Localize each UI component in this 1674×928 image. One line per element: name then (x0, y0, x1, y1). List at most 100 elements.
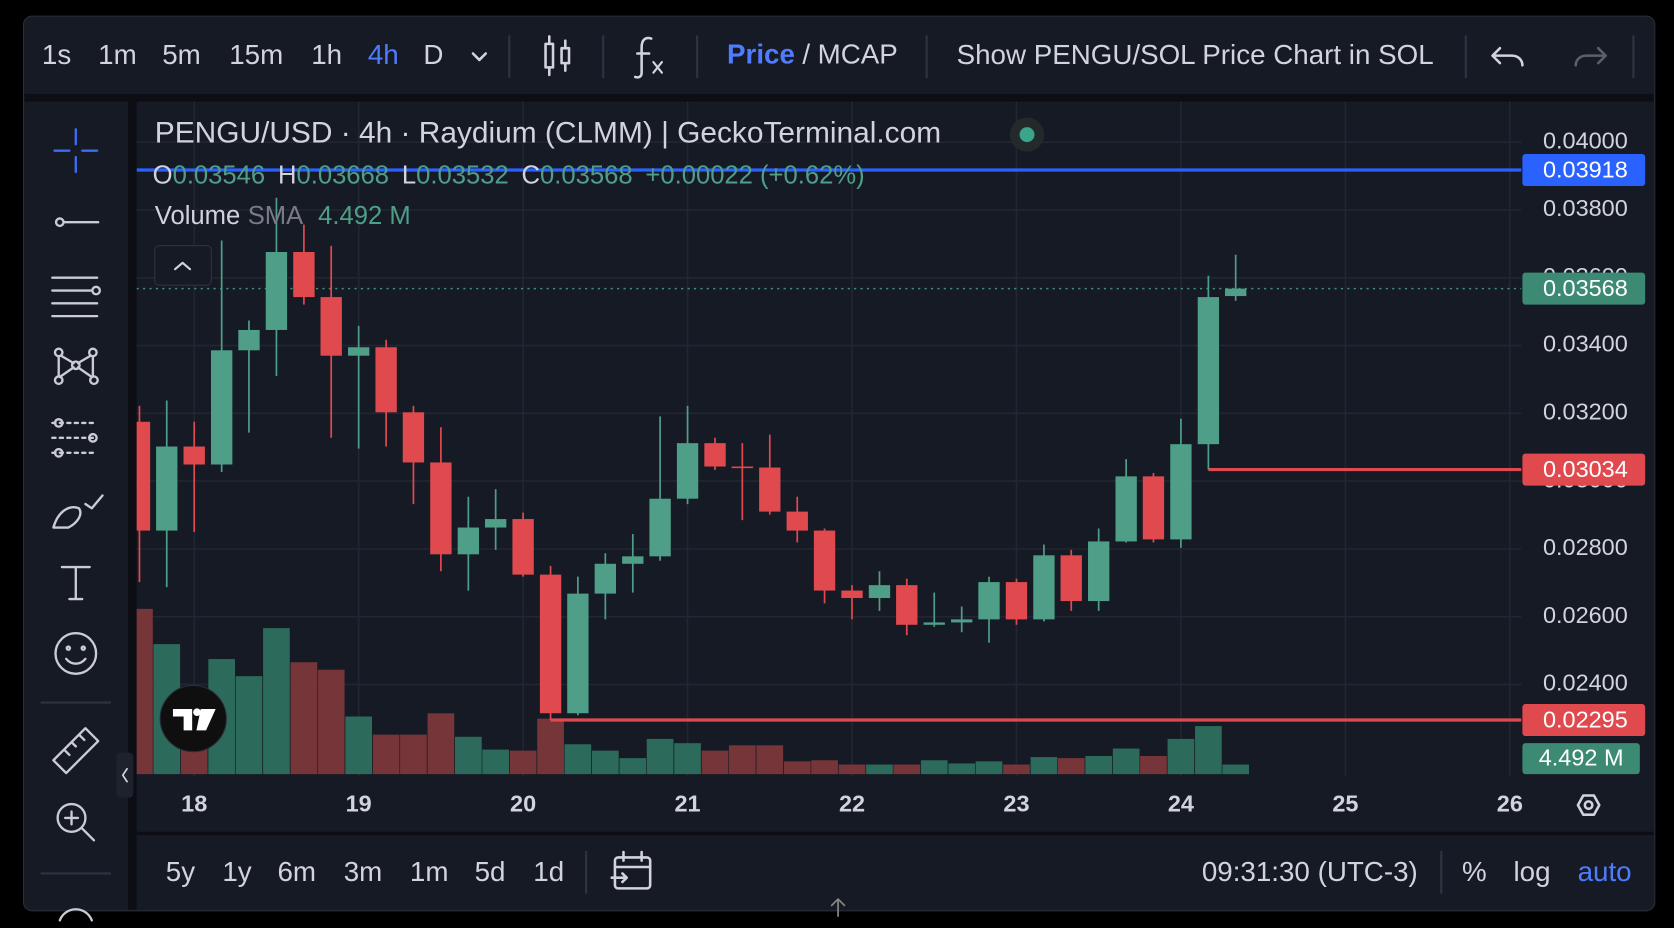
volume-bar (975, 761, 1003, 775)
clock: 09:31:30 (UTC-3) (1202, 856, 1418, 887)
interval-button[interactable]: 4h (368, 39, 399, 70)
panel (22, 15, 1656, 912)
ohlc-value: 0.03668 (296, 161, 389, 189)
volume-bar (1030, 757, 1058, 775)
volume-bar (893, 764, 921, 775)
candle-body (265, 252, 288, 330)
volume-sma: 4.492 M (318, 202, 411, 230)
candle-body (347, 347, 370, 356)
candle-body (676, 443, 699, 499)
sol-toggle[interactable]: Show PENGU/SOL Price Chart in SOL (957, 39, 1434, 70)
interval-dropdown[interactable] (471, 52, 488, 62)
ohlc-value: 0.03568 (540, 161, 633, 189)
settings[interactable] (1576, 794, 1601, 816)
ohlc-letter: C (522, 161, 541, 189)
range-button[interactable]: 5y (166, 856, 195, 887)
volume-bar (537, 718, 564, 775)
bottom-divider (136, 831, 1654, 835)
goto-date[interactable] (610, 850, 652, 890)
candle-body (136, 421, 151, 531)
candle-body (759, 467, 781, 512)
candle-body (731, 466, 754, 469)
scale-option[interactable]: auto (1578, 856, 1632, 887)
candle-body (293, 252, 315, 298)
price-mcap-toggle[interactable]: Price / MCAP (727, 39, 898, 70)
axes: 18 19 20 21 22 23 24 25 26 0.02400 0.02600 0.02800 0… (181, 127, 1646, 816)
candle-body (1060, 555, 1082, 602)
candle-body (430, 462, 452, 555)
candle-body (622, 556, 644, 564)
drawing-tools[interactable] (51, 128, 104, 922)
candle-body (1142, 476, 1165, 540)
volume-bar (783, 761, 811, 775)
volume-bar (1112, 748, 1140, 775)
tradingview-logo[interactable] (159, 684, 227, 753)
y-tick-label: 0.02400 (1543, 670, 1628, 696)
volume-bar (1057, 758, 1085, 775)
interval-button[interactable]: 1s (42, 39, 71, 70)
chart-title: PENGU/USD · 4h · Raydium (CLMM) | GeckoT… (155, 117, 941, 150)
candles-icon[interactable] (544, 35, 571, 77)
volume-bar (756, 745, 784, 775)
volume-bar (400, 734, 427, 775)
ohlc-value: 0.03532 (416, 161, 509, 189)
ohlc-letter: O (153, 161, 173, 189)
interval-button[interactable]: D (423, 39, 443, 70)
volume-bar (136, 608, 153, 775)
volume-bar (948, 763, 976, 775)
ohlc-value: 0.03546 (173, 161, 266, 189)
volume-bar (619, 758, 647, 775)
price-label: 0.03034 (1543, 456, 1628, 482)
interval-button[interactable]: 1m (98, 39, 137, 70)
volume-name: Volume (155, 202, 240, 230)
y-tick-label: 0.03400 (1543, 331, 1628, 357)
volume-bar (1140, 755, 1167, 775)
range-button[interactable]: 3m (344, 856, 383, 887)
collapse-arrow (121, 767, 128, 783)
volume-bar (646, 738, 674, 775)
range-button[interactable]: 1d (533, 856, 564, 887)
scale-option[interactable]: % (1462, 856, 1487, 887)
candle-body (1197, 297, 1220, 445)
volume-indicator: SMA (248, 202, 304, 230)
redo[interactable] (1574, 46, 1607, 67)
x-tick-label: 20 (510, 790, 536, 816)
volume-bar (427, 713, 455, 775)
interval-button[interactable]: 5m (162, 39, 201, 70)
interval-button[interactable]: 1h (311, 39, 342, 70)
indicators-icon[interactable] (633, 36, 663, 79)
candle-body (457, 527, 480, 555)
range-button[interactable]: 1m (410, 856, 449, 887)
volume-bar (482, 749, 509, 775)
volume-label-box (1522, 743, 1640, 775)
scale-option[interactable]: log (1513, 856, 1550, 887)
volume-bar (564, 744, 592, 775)
volume-bar (509, 750, 537, 775)
collapse-sidebar[interactable] (116, 752, 134, 798)
toolbar-separators (40, 35, 1635, 894)
price-label: 0.03918 (1543, 156, 1628, 182)
range-button[interactable]: 1y (222, 856, 251, 887)
price-option: Price (727, 39, 795, 70)
x-tick-label: 18 (181, 790, 207, 816)
y-tick-label: 0.02600 (1543, 602, 1628, 628)
scroll-up[interactable] (830, 898, 846, 917)
candle-body (868, 585, 891, 599)
x-tick-label: 25 (1332, 790, 1358, 816)
tradingview-mark (172, 709, 216, 731)
range-button[interactable]: 5d (475, 856, 506, 887)
candle-body (567, 593, 589, 714)
volume-bar (1167, 738, 1195, 775)
ohlc-legend: O0.03546 H0.03668 L0.03532 C0.03568 +0.00022… (153, 161, 865, 189)
price-label-box (1522, 272, 1646, 305)
candle-body (375, 347, 397, 413)
interval-button[interactable]: 15m (229, 39, 283, 70)
range-button[interactable]: 6m (278, 856, 317, 887)
sidebar-divider (128, 101, 137, 910)
plot (136, 168, 1522, 775)
x-tick-label: 26 (1497, 790, 1523, 816)
x-tick-label: 22 (839, 790, 865, 816)
undo[interactable] (1491, 46, 1524, 67)
collapse-legend[interactable] (154, 245, 212, 286)
